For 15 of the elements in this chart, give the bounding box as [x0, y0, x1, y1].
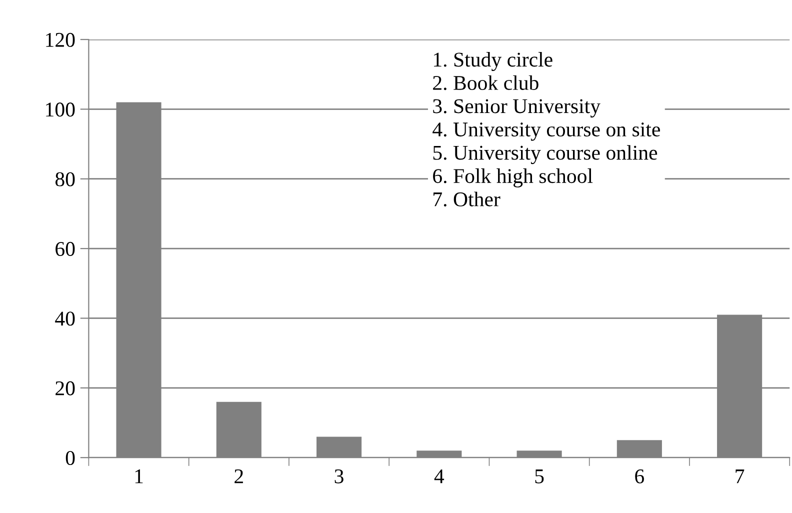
x-tick-label: 1 [135, 469, 143, 484]
x-tick-label: 4 [434, 469, 444, 484]
x-tick-label: 5 [535, 470, 544, 484]
x-tick-label: 2 [234, 469, 243, 484]
x-tick-label: 3 [334, 469, 344, 484]
y-tick-label: 40 [55, 312, 75, 326]
y-tick-label: 80 [55, 172, 75, 186]
y-tick-label: 120 [46, 32, 75, 47]
y-tick-label: 20 [56, 381, 75, 396]
x-tick-label: 6 [635, 469, 644, 484]
y-tick-label: 100 [46, 102, 75, 117]
x-tick-label: 7 [736, 470, 744, 484]
annotation: 1. Study circle 2. Book club 3. Senior University 4. University course on site 5. University course online 6. Folk high school 7. Other [432, 52, 660, 206]
y-tick-label: 0 [66, 450, 75, 466]
y-tick-label: 60 [56, 242, 75, 256]
